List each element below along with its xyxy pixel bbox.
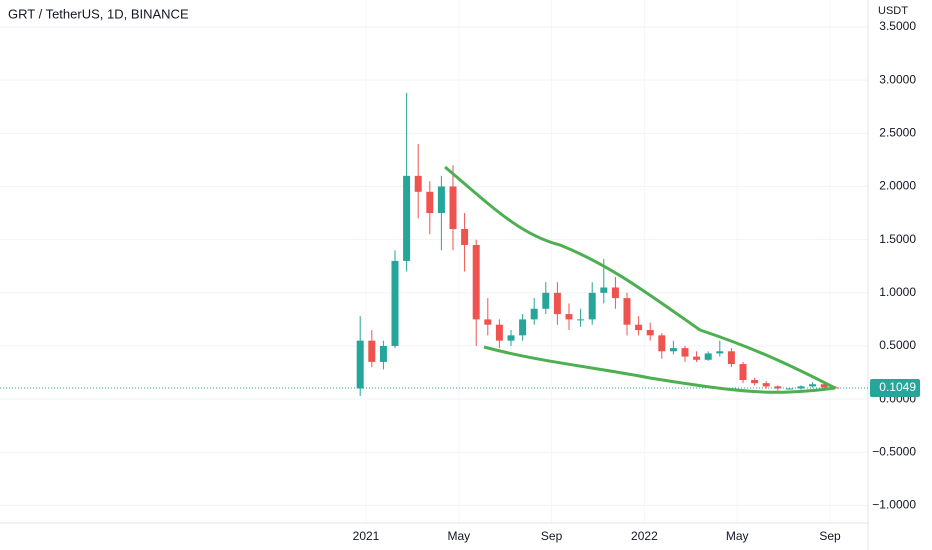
candle-body [565, 314, 573, 320]
x-tick-label: Sep [819, 529, 841, 543]
candle-body [600, 287, 608, 293]
candle-body [414, 175, 422, 192]
candle-body [739, 364, 747, 380]
last-price-label: 0.1049 [879, 380, 916, 394]
candle-body [437, 186, 445, 214]
candle-body [588, 292, 596, 320]
candle-body [646, 330, 654, 336]
candle-body [449, 186, 457, 230]
candle-body [762, 383, 770, 387]
candle-body [495, 324, 503, 341]
candle-body [693, 356, 701, 360]
candle-body [356, 340, 364, 389]
candle-body [403, 175, 411, 261]
y-axis-label: USDT [878, 5, 908, 17]
candle-body [472, 244, 480, 320]
candle-body [820, 384, 828, 388]
candle-body [774, 386, 782, 389]
candle-body [658, 335, 666, 352]
candle-body [751, 379, 759, 384]
candle-body [716, 351, 724, 354]
candle-body [635, 324, 643, 331]
candle-body [379, 345, 387, 362]
y-tick-label: 1.5000 [879, 232, 916, 246]
x-tick-label: 2021 [353, 529, 380, 543]
candle-body [530, 308, 538, 320]
y-tick-label: −1.0000 [872, 498, 916, 512]
y-tick-label: 2.0000 [879, 179, 916, 193]
labels: 3.5000 3.0000 2.5000 2.0000 1.5000 1.0000 0.50… [353, 19, 920, 543]
last-price-tag [870, 378, 920, 397]
candle-body [797, 386, 805, 389]
y-tick-label: 3.5000 [879, 19, 916, 33]
drawn-upper-trendline [444, 165, 836, 390]
candle-body [832, 387, 840, 389]
candle-body [727, 351, 735, 365]
y-tick-label: 1.0000 [879, 285, 916, 299]
candle-body [507, 335, 515, 341]
candle-body [681, 348, 689, 357]
candle-body [368, 340, 376, 362]
candle-body [461, 229, 469, 245]
candle-body [426, 191, 434, 214]
candle-body [542, 292, 550, 309]
candle-body [519, 319, 527, 336]
candle-body [809, 384, 817, 387]
x-tick-label: May [447, 529, 470, 543]
chart-title: GRT / TetherUS, 1D, BINANCE [8, 6, 189, 21]
candle-body [623, 298, 631, 325]
candle-body [704, 353, 712, 360]
x-tick-label: May [726, 529, 749, 543]
candle-body [669, 348, 677, 352]
candle-body [611, 287, 619, 299]
candle-body [484, 319, 492, 325]
candle-body [391, 260, 399, 346]
y-tick-label: −0.5000 [872, 444, 916, 458]
y-tick-label: 0.5000 [879, 338, 916, 352]
y-tick-label: 3.0000 [879, 72, 916, 86]
drawn-lower-trendline [483, 345, 836, 394]
candle-body [553, 292, 561, 315]
x-tick-label: Sep [541, 529, 563, 543]
grid [0, 26, 868, 506]
y-tick-label: 2.5000 [879, 126, 916, 140]
x-tick-label: 2022 [631, 529, 658, 543]
candle-body [577, 319, 585, 321]
candle-body [785, 388, 793, 390]
